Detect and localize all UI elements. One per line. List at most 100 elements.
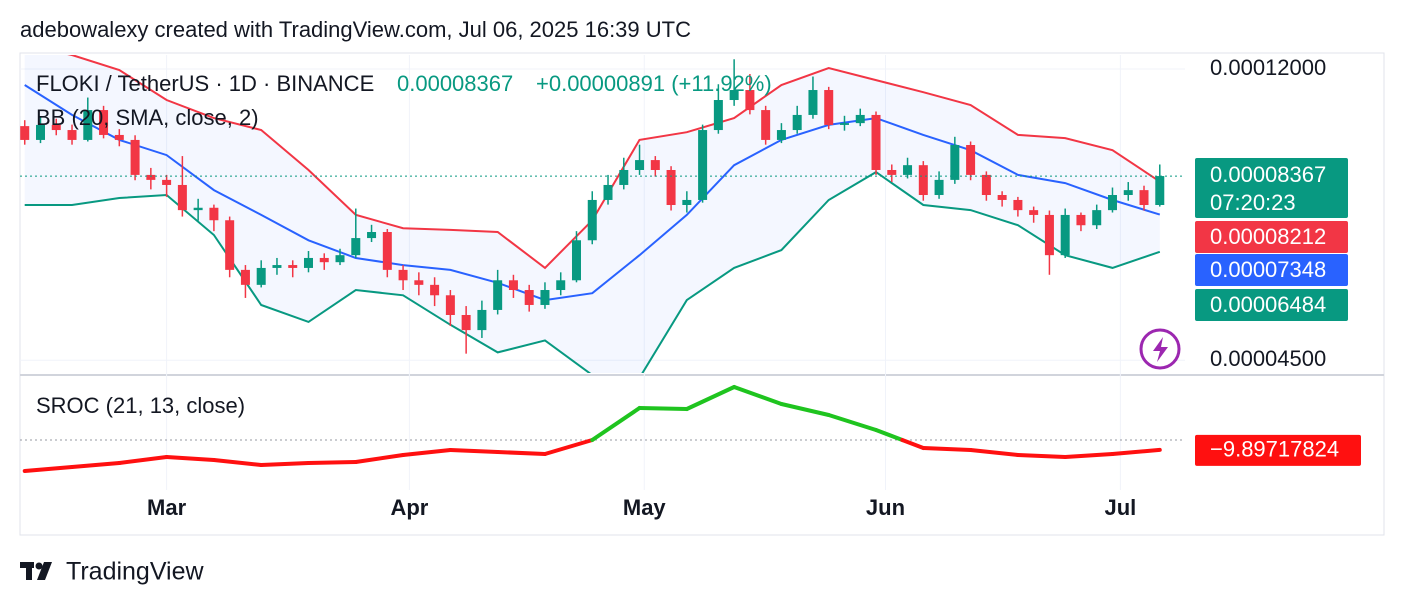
sroc-line: [401, 448, 453, 457]
candle-body: [225, 220, 235, 270]
candle-body: [20, 126, 30, 140]
candle-body: [256, 267, 266, 285]
x-tick-label: Jun: [866, 495, 905, 520]
candle-body: [1107, 195, 1117, 211]
candle-body: [698, 130, 708, 200]
candle-body: [1060, 214, 1070, 256]
candle-body: [35, 124, 45, 140]
candle-body: [83, 110, 93, 140]
candle-body: [792, 114, 802, 131]
candle-body: [1139, 190, 1149, 206]
candle-body: [477, 309, 487, 331]
sroc-line: [779, 402, 831, 417]
candle-body: [272, 265, 282, 268]
sroc-line: [900, 438, 926, 450]
candle-body: [997, 195, 1007, 200]
candle-body: [713, 100, 723, 131]
sroc-line: [22, 465, 75, 473]
sroc-line: [637, 406, 689, 411]
candle-body: [682, 199, 692, 206]
candle-body: [177, 184, 187, 211]
attribution: adebowalexy created with TradingView.com…: [20, 17, 691, 42]
sroc-line: [211, 458, 264, 467]
candle-body: [382, 232, 392, 270]
sroc-line: [1063, 452, 1115, 459]
brand: TradingView: [66, 558, 205, 586]
sroc-line: [590, 406, 642, 442]
candle-body: [776, 130, 786, 140]
logo: [20, 562, 52, 580]
sroc-line: [495, 450, 547, 456]
candle-body: [1155, 176, 1165, 206]
sroc-line: [353, 453, 406, 464]
candle-body: [1013, 199, 1023, 211]
candle-body: [130, 139, 140, 175]
candle-body: [51, 124, 61, 131]
candle-body: [587, 199, 597, 241]
sroc-line: [117, 455, 169, 465]
candle-body: [1029, 210, 1039, 215]
candle-body: [1123, 190, 1133, 196]
candle-body: [918, 165, 928, 196]
candle-body: [903, 165, 913, 175]
candle-body: [414, 280, 424, 285]
candle-body: [303, 257, 313, 268]
candle-body: [240, 269, 250, 285]
candle-body: [335, 255, 345, 263]
alert-bolt: [1153, 337, 1168, 362]
y-tick-label: 0.00012000: [1210, 55, 1326, 80]
sroc-line: [921, 446, 973, 452]
candle-body: [635, 160, 645, 170]
x-tick-label: May: [623, 495, 667, 520]
candle-body: [729, 90, 739, 101]
candle-body: [524, 290, 534, 305]
price-label-box: [1195, 254, 1348, 286]
sroc-line: [732, 385, 784, 406]
candle-body: [209, 207, 219, 221]
sroc-line: [874, 428, 905, 442]
candle-body: [934, 179, 944, 196]
candle-body: [319, 257, 329, 263]
band-line: [24, 170, 1161, 373]
sroc-line: [164, 455, 216, 462]
band-value-label: 0.00006484: [1210, 292, 1326, 317]
candle-body: [808, 90, 818, 115]
symbol: FLOKI / TetherUS · 1D · BINANCE: [36, 71, 374, 96]
candle-body: [556, 280, 566, 291]
candle-body: [461, 314, 471, 331]
candle-body: [761, 110, 771, 140]
indicator-label: SROC (21, 13, close): [36, 393, 245, 418]
candle-body: [603, 184, 613, 200]
sroc-line: [542, 438, 595, 456]
candle-body: [650, 160, 660, 170]
candle-body: [887, 169, 897, 175]
candle-body: [162, 179, 172, 185]
candle-body: [540, 290, 550, 305]
candle-body: [981, 174, 991, 196]
sroc-line: [1015, 453, 1068, 459]
candle-body: [745, 90, 755, 111]
x-tick-label: Mar: [147, 495, 187, 520]
price-label-box: [1195, 158, 1348, 218]
price-label-box: [1195, 289, 1348, 321]
candle-body: [398, 269, 408, 281]
indicator-label: BB (20, SMA, close, 2): [36, 105, 259, 130]
candle-body: [824, 90, 834, 125]
sroc-line: [1110, 447, 1162, 456]
sroc-line: [968, 448, 1020, 457]
candle-body: [493, 280, 503, 310]
last-price: 0.00008367: [397, 71, 513, 96]
candle-body: [619, 169, 629, 185]
sroc-line: [684, 385, 737, 411]
candle-body: [351, 238, 361, 256]
candle-body: [114, 134, 124, 140]
candle-body: [839, 123, 849, 125]
sroc-line: [259, 461, 311, 467]
candle-body: [950, 145, 960, 180]
price-label-box: [1195, 221, 1348, 253]
countdown: 07:20:23: [1210, 190, 1296, 215]
candle-body: [367, 232, 377, 239]
candle-body: [288, 265, 298, 268]
sroc-line: [826, 413, 879, 432]
